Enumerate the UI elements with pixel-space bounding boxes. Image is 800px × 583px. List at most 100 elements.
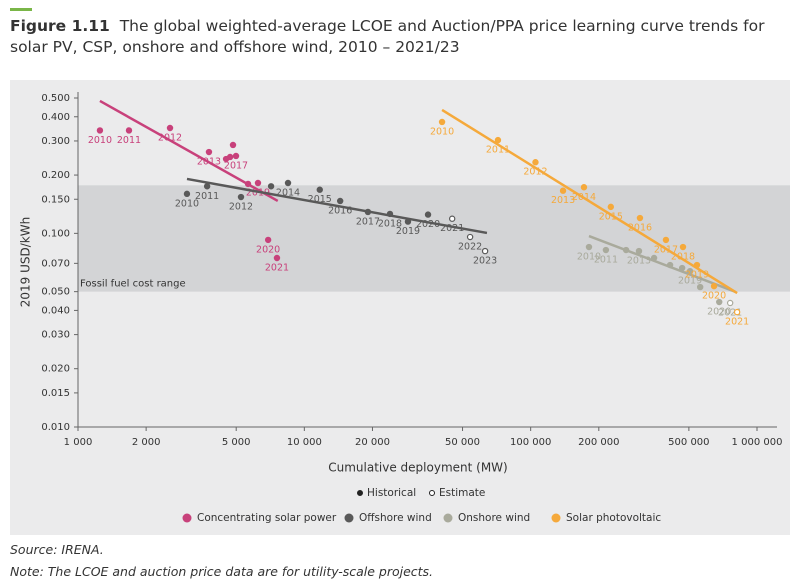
point-label: 2011	[594, 255, 618, 266]
legend-swatch	[344, 513, 354, 523]
point-label: 2012	[158, 132, 182, 143]
point-label: 2013	[627, 256, 651, 267]
point-label: 2014	[572, 192, 596, 203]
figure-label: Figure 1.11	[10, 17, 110, 35]
y-tick-label: 0.020	[41, 364, 70, 375]
point	[237, 193, 245, 201]
point-label: 2017	[224, 160, 248, 171]
point-label: 2019	[678, 276, 702, 287]
point-label: 2010	[88, 135, 112, 146]
point	[466, 233, 474, 241]
legend-swatch	[443, 513, 453, 523]
point	[284, 179, 292, 187]
point	[726, 299, 734, 307]
point	[386, 210, 394, 218]
point	[650, 254, 658, 262]
marker-legend-symbol	[357, 490, 363, 496]
y-tick-label: 0.100	[41, 228, 70, 239]
y-tick-label: 0.070	[41, 258, 70, 269]
x-tick-label: 1 000	[64, 437, 93, 448]
point	[205, 148, 213, 156]
point-label: 2011	[117, 135, 141, 146]
point	[532, 159, 539, 166]
point-label: 2012	[229, 202, 253, 213]
point-label: 2019	[685, 270, 709, 281]
point	[96, 127, 104, 134]
x-tick-label: 50 000	[445, 437, 480, 448]
point-label: 2021	[718, 307, 742, 318]
point	[125, 127, 133, 134]
point	[585, 243, 593, 251]
point	[607, 203, 615, 211]
x-tick-label: 100 000	[510, 437, 551, 448]
y-tick-label: 0.200	[41, 170, 70, 181]
point	[264, 236, 272, 244]
y-tick-label: 0.030	[41, 330, 70, 341]
x-tick-label: 2 000	[132, 437, 161, 448]
point	[254, 179, 262, 187]
point-label: 2019	[246, 187, 270, 198]
point	[559, 187, 567, 194]
point	[183, 190, 191, 198]
point-label: 2014	[276, 187, 300, 198]
point	[424, 211, 432, 218]
x-tick-label: 20 000	[355, 437, 390, 448]
point	[336, 197, 344, 205]
point	[622, 246, 630, 254]
legend-label: Solar photovoltaic	[566, 512, 661, 524]
point-label: 2020	[416, 219, 440, 230]
note: Note: The LCOE and auction price data ar…	[10, 564, 434, 579]
point	[686, 267, 694, 275]
trend-line	[186, 177, 488, 235]
point	[710, 282, 718, 290]
legend-label: Offshore wind	[359, 512, 432, 524]
point	[229, 141, 237, 149]
marker-legend-symbol	[429, 490, 435, 496]
x-axis-title: Cumulative deployment (MW)	[328, 461, 507, 475]
point-label: 2011	[486, 145, 510, 156]
point	[232, 152, 240, 160]
point	[273, 254, 281, 262]
point	[635, 247, 643, 255]
accent-bar	[10, 8, 32, 11]
point-label: 2013	[197, 157, 221, 168]
band-label: Fossil fuel cost range	[80, 279, 186, 290]
point	[602, 246, 610, 254]
x-tick-label: 10 000	[287, 437, 322, 448]
panel	[10, 80, 790, 535]
trend-line	[441, 108, 738, 295]
point	[733, 308, 741, 316]
point	[438, 118, 446, 126]
point-label: 2021	[440, 223, 464, 234]
point	[481, 247, 489, 255]
point	[316, 186, 323, 193]
source: Source: IRENA.	[10, 542, 104, 557]
point	[448, 215, 456, 222]
figure-title: Figure 1.11 The global weighted-average …	[10, 16, 770, 58]
title-text: The global weighted-average LCOE and Auc…	[10, 17, 765, 56]
point	[580, 184, 588, 191]
point-label: 2023	[473, 256, 497, 267]
point	[166, 124, 174, 132]
point	[696, 283, 704, 291]
point-label: 2021	[725, 317, 749, 328]
point-label: 2020	[707, 307, 731, 318]
fossil-band	[78, 185, 790, 292]
point-label: 2019	[396, 226, 420, 237]
legend-swatch	[551, 513, 561, 523]
point-label: 2013	[551, 195, 575, 206]
legend-label: Concentrating solar power	[197, 512, 337, 524]
x-tick-label: 500 000	[668, 437, 709, 448]
y-tick-label: 0.150	[41, 194, 70, 205]
y-tick-label: 0.010	[41, 422, 70, 433]
point-label: 2010	[175, 198, 199, 209]
point	[494, 136, 502, 144]
legend-swatch	[182, 513, 192, 523]
point	[226, 153, 234, 161]
point-label: 2016	[328, 205, 352, 216]
point	[693, 261, 701, 269]
legend-label: Onshore wind	[458, 512, 530, 524]
point-label: 2015	[599, 211, 623, 222]
